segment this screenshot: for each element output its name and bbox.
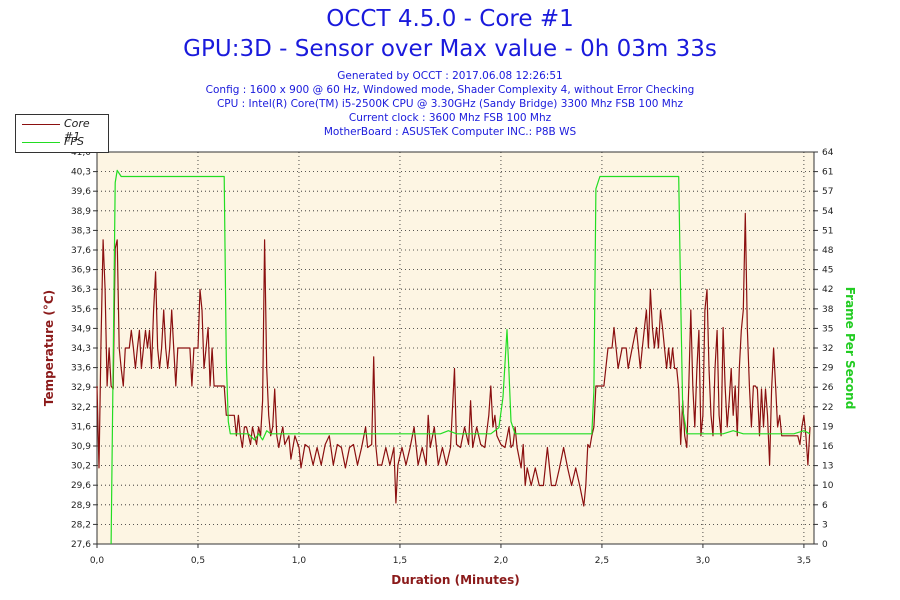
y-tick-label: 37,6 bbox=[71, 246, 91, 256]
config-info: Config : 1600 x 900 @ 60 Hz, Windowed mo… bbox=[205, 84, 695, 96]
legend-swatch-fps bbox=[22, 142, 60, 143]
motherboard-info: MotherBoard : ASUSTeK Computer INC.: P8B… bbox=[323, 126, 577, 138]
y-tick-label: 36,3 bbox=[71, 285, 91, 295]
y-tick-label: 31,6 bbox=[71, 422, 91, 432]
y2-tick-label: 29 bbox=[822, 364, 834, 374]
y2-tick-label: 19 bbox=[822, 422, 834, 432]
legend-item-fps: FPS bbox=[16, 134, 108, 150]
y2-tick-label: 64 bbox=[822, 148, 834, 158]
y-tick-label: 27,6 bbox=[71, 540, 91, 550]
plot-area bbox=[97, 152, 814, 544]
x-tick-label: 2,0 bbox=[494, 556, 509, 566]
x-axis-title: Duration (Minutes) bbox=[391, 573, 519, 587]
y2-tick-label: 16 bbox=[822, 442, 834, 452]
y2-tick-label: 10 bbox=[822, 481, 834, 491]
x-tick-label: 1,5 bbox=[393, 556, 407, 566]
y2-tick-label: 6 bbox=[822, 501, 828, 511]
y2-axis-title: Frame Per Second bbox=[843, 287, 857, 410]
y2-tick-label: 48 bbox=[822, 246, 834, 256]
y-tick-label: 33,6 bbox=[71, 364, 91, 374]
y-tick-label: 30,2 bbox=[71, 462, 91, 472]
y2-tick-label: 57 bbox=[822, 187, 833, 197]
fps-series-line bbox=[110, 169, 811, 545]
y2-tick-label: 51 bbox=[822, 226, 833, 236]
y2-tick-label: 42 bbox=[822, 285, 833, 295]
temperature-series-line bbox=[96, 212, 811, 507]
y-tick-label: 29,6 bbox=[71, 481, 91, 491]
y2-tick-label: 0 bbox=[822, 540, 828, 550]
clock-info: Current clock : 3600 Mhz FSB 100 Mhz bbox=[348, 112, 552, 124]
x-tick-label: 3,0 bbox=[696, 556, 711, 566]
y2-tick-label: 61 bbox=[822, 168, 833, 178]
plot-frame bbox=[96, 151, 815, 545]
y-tick-label: 39,6 bbox=[71, 187, 91, 197]
y-tick-label: 30,9 bbox=[71, 442, 91, 452]
y2-tick-label: 32 bbox=[822, 344, 833, 354]
y-axis-title: Temperature (°C) bbox=[42, 290, 56, 406]
y-tick-label: 28,2 bbox=[71, 520, 91, 530]
x-tick-label: 0,0 bbox=[90, 556, 105, 566]
y2-tick-label: 45 bbox=[822, 266, 833, 276]
y-tick-label: 40,3 bbox=[71, 168, 91, 178]
chart-subtitle: GPU:3D - Sensor over Max value - 0h 03m … bbox=[183, 36, 717, 62]
x-tick-label: 1,0 bbox=[292, 556, 307, 566]
y-tick-label: 36,9 bbox=[71, 266, 91, 276]
y2-tick-label: 13 bbox=[822, 462, 833, 472]
y2-tick-label: 54 bbox=[822, 207, 834, 217]
y-tick-label: 28,9 bbox=[71, 501, 91, 511]
legend-label-fps: FPS bbox=[64, 135, 84, 148]
legend-item-core: Core #1 bbox=[16, 116, 108, 143]
y-tick-label: 35,6 bbox=[71, 305, 91, 315]
y2-tick-label: 26 bbox=[822, 383, 834, 393]
cpu-info: CPU : Intel(R) Core(TM) i5-2500K CPU @ 3… bbox=[216, 98, 684, 110]
x-tick-label: 2,5 bbox=[595, 556, 609, 566]
y-tick-label: 34,9 bbox=[71, 324, 91, 334]
y-tick-label: 32,2 bbox=[71, 403, 91, 413]
y2-tick-label: 22 bbox=[822, 403, 833, 413]
y-tick-label: 41,0 bbox=[71, 148, 91, 158]
y2-tick-label: 35 bbox=[822, 324, 833, 334]
chart-title: OCCT 4.5.0 - Core #1 bbox=[326, 6, 574, 32]
generated-info: Generated by OCCT : 2017.06.08 12:26:51 bbox=[337, 70, 563, 82]
y-tick-label: 32,9 bbox=[71, 383, 91, 393]
legend: Core #1 FPS bbox=[15, 114, 109, 153]
x-tick-label: 3,5 bbox=[797, 556, 811, 566]
legend-label-core: Core #1 bbox=[64, 117, 90, 143]
legend-swatch-core bbox=[22, 124, 60, 125]
y2-tick-label: 3 bbox=[822, 520, 828, 530]
x-tick-label: 0,5 bbox=[191, 556, 205, 566]
y-tick-label: 38,3 bbox=[71, 226, 91, 236]
y2-tick-label: 38 bbox=[822, 305, 834, 315]
y-tick-label: 34,3 bbox=[71, 344, 91, 354]
y-tick-label: 38,9 bbox=[71, 207, 91, 217]
